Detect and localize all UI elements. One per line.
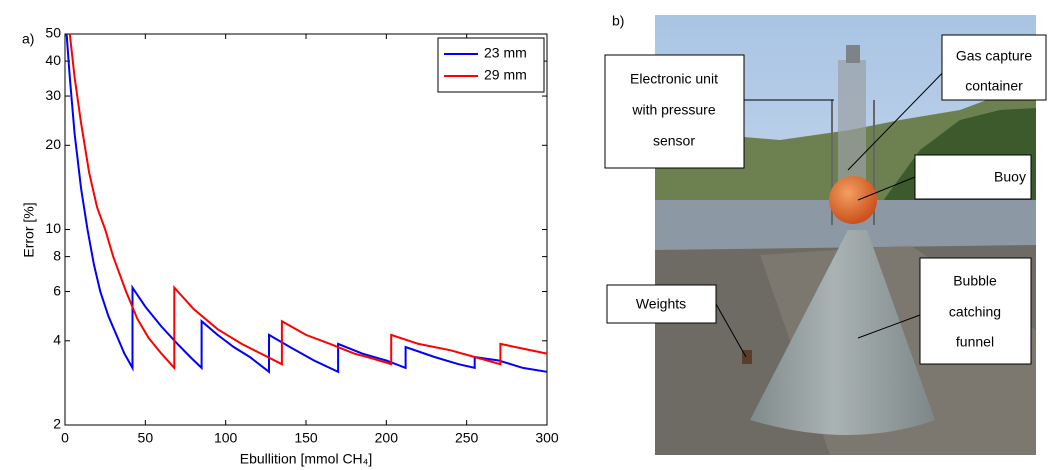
y-tick-label: 20 [45,136,61,152]
legend-label: 29 mm [484,67,527,83]
y-tick-label: 8 [53,247,61,263]
photo-funnel [750,230,935,435]
series-line [65,33,548,374]
annotation-line: Bubble [953,273,997,289]
annotation: Weights [606,284,717,324]
pointer [857,314,921,339]
annotation-line: Electronic unit [630,71,718,87]
annotation: Buoy [914,154,1032,200]
annotation-line: container [965,78,1023,94]
legend-label: 23 mm [484,45,527,61]
pointer [847,59,956,171]
annotation: Gas capture container [941,34,1047,101]
series-line [68,33,548,371]
annotation-line: with pressure [631,102,715,118]
y-tick-label: 50 [45,25,61,41]
x-axis-title: Ebullition [mmol CH₄] [240,451,373,467]
photo-weight [742,350,752,364]
photo-cap [846,45,860,63]
x-tick-label: 250 [455,430,479,446]
pointer [715,303,747,358]
panel-label: b) [612,13,624,29]
annotation-line: sensor [653,133,695,149]
x-tick-label: 200 [375,430,399,446]
panel-label: a) [22,31,34,47]
annotation-line: catching [949,304,1001,320]
annotation-line: Weights [636,296,686,312]
x-tick-label: 150 [294,430,318,446]
annotation-line: funnel [956,334,994,350]
y-tick-label: 6 [53,282,61,298]
x-tick-label: 300 [535,430,559,446]
pointer [857,176,916,201]
annotation-line: Gas capture [956,48,1032,64]
y-tick-label: 2 [53,416,61,432]
y-tick-label: 10 [45,220,61,236]
photo-buoy [829,176,877,224]
annotation: Electronic unit with pressure sensor [604,54,745,169]
y-axis-title: Error [%] [21,202,37,257]
legend-box [437,37,545,93]
y-tick-label: 4 [53,332,61,348]
x-tick-label: 50 [138,430,154,446]
annotation: Bubble catching funnel [919,257,1032,365]
plot: 0 50 100 150 200 250 300 2 4 6 8 10 20 30 40 50 [45,25,558,446]
x-tick-label: 100 [214,430,238,446]
y-tick-label: 40 [45,52,61,68]
x-tick-label: 0 [61,430,69,446]
y-tick-label: 30 [45,87,61,103]
legend: 23 mm 29 mm [437,37,545,93]
annotation-line: Buoy [994,169,1026,185]
